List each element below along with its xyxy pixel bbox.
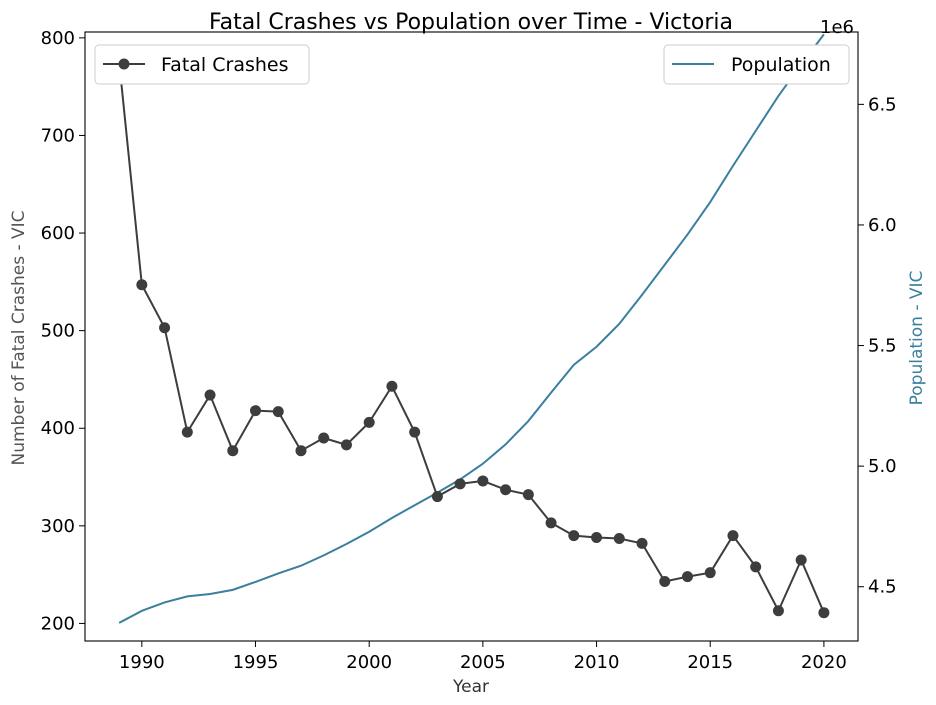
legend-population: Population (663, 44, 850, 85)
fatal-crashes-point (227, 445, 239, 457)
y-right-tick-label: 6.5 (868, 94, 897, 115)
fatal-crashes-point (568, 530, 580, 542)
x-tick-label: 2000 (346, 652, 392, 673)
fatal-crashes-point (704, 567, 716, 579)
fatal-crashes-point (795, 554, 807, 566)
plot-frame (84, 31, 859, 642)
fatal-crashes-point (250, 405, 262, 417)
y-left-tick-label: 500 (41, 321, 75, 342)
fatal-crashes-point (636, 537, 648, 549)
right-axis-offset-label: 1e6 (820, 17, 854, 38)
fatal-crashes-point (318, 432, 330, 444)
y-left-tick-label: 200 (41, 613, 75, 634)
x-axis-label: Year (452, 677, 489, 697)
fatal-crashes-point (159, 322, 171, 334)
legend-fatal-crashes: Fatal Crashes (94, 44, 310, 85)
series-layer (113, 33, 830, 624)
population-line (118, 33, 825, 624)
x-tick-label: 1995 (233, 652, 279, 673)
legend-label: Fatal Crashes (161, 54, 289, 76)
fatal-crashes-point (295, 445, 307, 457)
fatal-crashes-point (204, 389, 216, 401)
y-left-tick-label: 800 (41, 28, 75, 49)
fatal-crashes-point (431, 491, 443, 503)
y-left-tick-label: 700 (41, 125, 75, 146)
fatal-crashes-point (545, 517, 557, 529)
y-left-tick-label: 400 (41, 418, 75, 439)
fatal-crashes-point (591, 532, 603, 544)
x-axis: 1990 1995 2000 2005 2010 2015 2020 (119, 641, 847, 673)
fatal-crashes-point (477, 475, 489, 487)
legend-label: Population (731, 54, 831, 76)
fatal-crashes-point (522, 489, 534, 501)
fatal-crashes-point (500, 484, 512, 496)
fatal-crashes-point (136, 279, 148, 291)
fatal-crashes-point (386, 380, 398, 392)
fatal-crashes-point (659, 575, 671, 587)
y-right-tick-label: 5.0 (868, 456, 897, 477)
fatal-crashes-point (340, 439, 352, 451)
fatal-crashes-point (272, 406, 284, 418)
fatal-crashes-point (613, 533, 625, 545)
y-left-tick-label: 300 (41, 516, 75, 537)
legend-box (94, 44, 310, 85)
y-right-tick-label: 4.5 (868, 577, 897, 598)
fatal-crashes-point (181, 426, 193, 438)
y-right-tick-label: 5.5 (868, 336, 897, 357)
fatal-crashes-point (750, 561, 762, 573)
y-right-axis-label: Population - VIC (907, 271, 927, 406)
fatal-crashes-point (454, 478, 466, 490)
fatal-crashes-point (818, 607, 830, 619)
legend-box (663, 44, 850, 85)
fatal-crashes-point (727, 530, 739, 542)
y-left-axis-label: Number of Fatal Crashes - VIC (9, 210, 29, 465)
y-right-axis: 4.5 5.0 5.5 6.0 6.5 (858, 94, 897, 598)
x-tick-label: 2015 (687, 652, 733, 673)
fatal-crashes-point (681, 571, 693, 583)
x-tick-label: 2020 (801, 652, 847, 673)
fatal-crashes-point (772, 605, 784, 617)
x-tick-label: 2005 (460, 652, 506, 673)
fatal-crashes-point (409, 426, 421, 438)
x-tick-label: 2010 (574, 652, 620, 673)
fatal-crashes-point (363, 416, 375, 428)
fatal-crashes-line (118, 61, 825, 614)
chart-title: Fatal Crashes vs Population over Time - … (209, 10, 733, 35)
y-right-tick-label: 6.0 (868, 215, 897, 236)
legend-marker-swatch (118, 58, 130, 70)
y-left-axis: 200 300 400 500 600 700 800 (41, 28, 85, 634)
x-tick-label: 1990 (119, 652, 165, 673)
y-left-tick-label: 600 (41, 223, 75, 244)
